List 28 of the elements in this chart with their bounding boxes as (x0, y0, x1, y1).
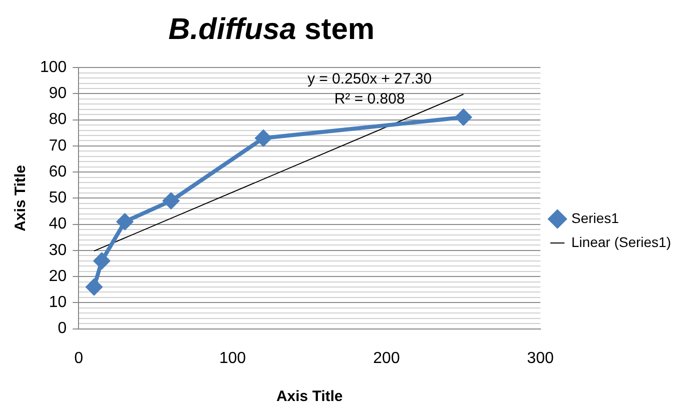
x-tick-label: 300 (527, 350, 554, 367)
point (94, 252, 110, 269)
y-tick-label: 10 (48, 294, 67, 312)
y-tick-label: 80 (48, 111, 67, 128)
legend-label: Linear (Series1) (571, 234, 672, 250)
x-tick-label: 200 (373, 350, 400, 367)
x-tick-label: 0 (74, 350, 84, 367)
point (163, 192, 180, 209)
x-tick-label: 100 (219, 350, 246, 367)
y-tick-label: 20 (48, 268, 67, 285)
point (116, 214, 133, 230)
y-tick-label: 70 (48, 137, 67, 154)
annotation: y = 0.250x + 27.30 (307, 70, 432, 88)
point (86, 279, 102, 296)
y-tick-label: 100 (40, 59, 67, 76)
y-tick-label: 30 (48, 242, 67, 259)
x-axis-title: Axis Title (276, 388, 343, 406)
y-tick-label: 0 (58, 320, 67, 338)
y-tick-label: 50 (48, 190, 67, 207)
annotation: R² = 0.808 (334, 90, 405, 108)
chart-title: B.diffusa stem (167, 12, 376, 48)
y-tick-label: 40 (48, 216, 67, 233)
point (455, 109, 472, 126)
y-tick-label: 90 (48, 85, 67, 102)
y-tick-label: 60 (48, 163, 67, 180)
y-axis-title: Axis Title (12, 164, 30, 232)
legend-label: Series1 (571, 210, 620, 226)
point (255, 130, 272, 146)
